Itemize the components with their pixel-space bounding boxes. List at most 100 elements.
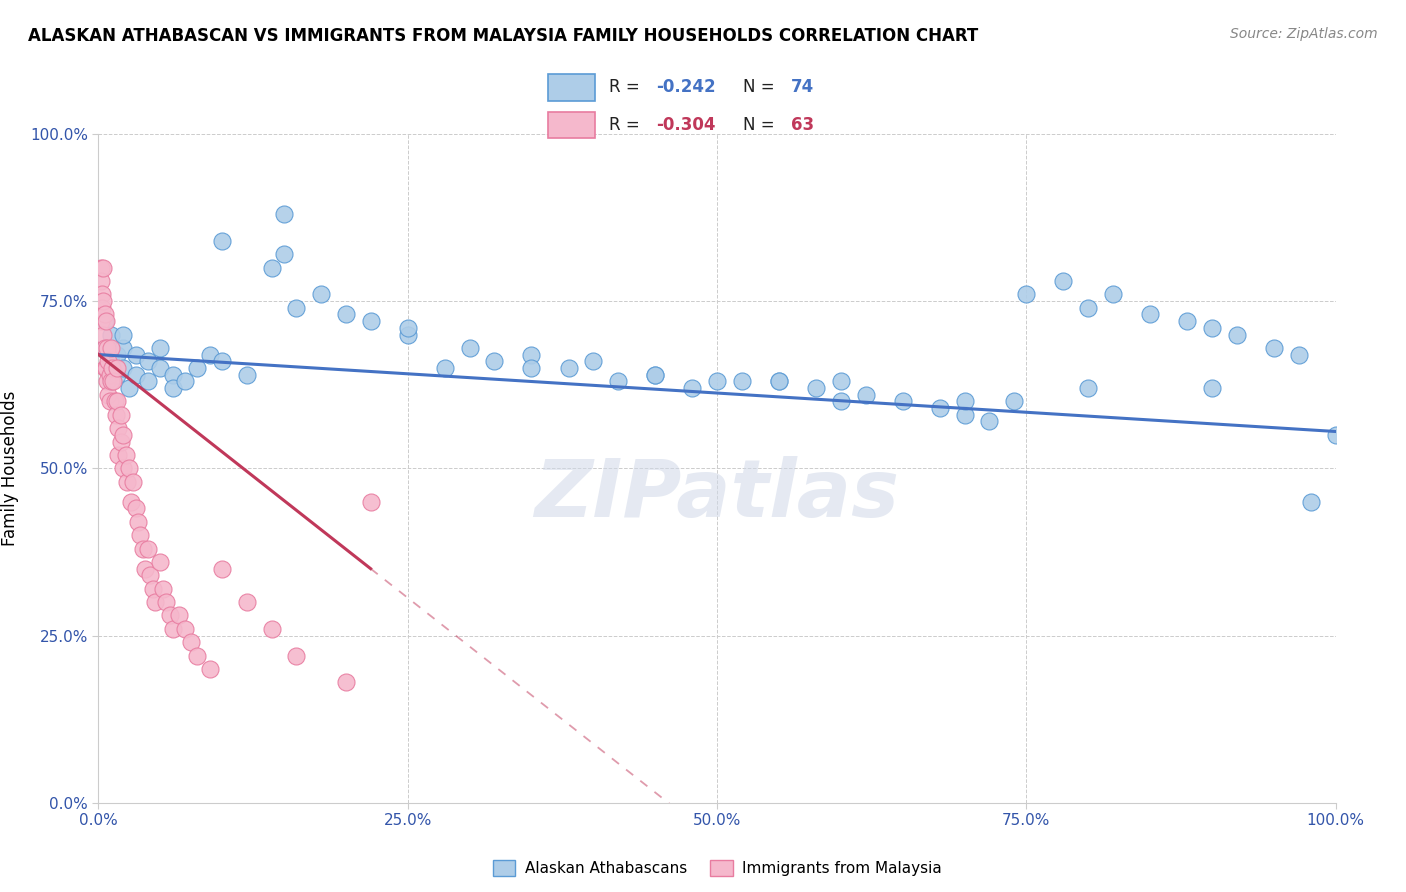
Point bbox=[112, 327, 135, 342]
Point bbox=[149, 361, 172, 376]
Point bbox=[360, 494, 382, 508]
Point bbox=[1139, 307, 1161, 322]
Point bbox=[979, 415, 1001, 429]
Point bbox=[396, 321, 419, 335]
Point bbox=[112, 428, 135, 442]
FancyBboxPatch shape bbox=[548, 74, 595, 101]
Point bbox=[100, 354, 122, 368]
Point bbox=[149, 341, 172, 355]
Point bbox=[644, 368, 666, 382]
Point bbox=[159, 608, 181, 623]
Point bbox=[155, 595, 177, 609]
Point bbox=[122, 475, 145, 489]
Point bbox=[285, 648, 308, 663]
Point bbox=[928, 401, 950, 416]
Point bbox=[118, 381, 141, 395]
Point bbox=[1201, 321, 1223, 335]
Point bbox=[891, 394, 914, 409]
Point bbox=[681, 381, 703, 395]
Point bbox=[103, 394, 125, 409]
Point bbox=[830, 375, 852, 389]
Point bbox=[1102, 287, 1125, 301]
Point bbox=[804, 381, 827, 395]
Point bbox=[143, 595, 166, 609]
Point bbox=[768, 375, 790, 389]
Point bbox=[103, 375, 125, 389]
Point bbox=[285, 301, 308, 315]
Text: -0.242: -0.242 bbox=[655, 78, 716, 96]
Point bbox=[112, 341, 135, 355]
Point bbox=[644, 368, 666, 382]
Y-axis label: Family Households: Family Households bbox=[1, 391, 18, 546]
Point bbox=[731, 375, 754, 389]
Point bbox=[1299, 494, 1322, 508]
Point bbox=[94, 314, 117, 328]
Point bbox=[118, 461, 141, 475]
Point bbox=[174, 375, 197, 389]
Text: 63: 63 bbox=[790, 116, 814, 134]
Point bbox=[139, 568, 162, 582]
Point bbox=[105, 368, 128, 382]
Point bbox=[186, 361, 208, 376]
Point bbox=[134, 562, 156, 576]
Point bbox=[396, 327, 419, 342]
FancyBboxPatch shape bbox=[548, 112, 595, 138]
Point bbox=[96, 375, 118, 389]
Point bbox=[120, 494, 142, 508]
Point bbox=[1002, 394, 1025, 409]
Point bbox=[110, 408, 132, 422]
Point bbox=[142, 582, 165, 596]
Point bbox=[167, 608, 190, 623]
Point bbox=[582, 354, 605, 368]
Point bbox=[93, 327, 115, 342]
Point bbox=[115, 475, 138, 489]
Point bbox=[1077, 301, 1099, 315]
Point bbox=[91, 301, 114, 315]
Point bbox=[236, 595, 259, 609]
Point bbox=[953, 394, 976, 409]
Point bbox=[236, 368, 259, 382]
Point bbox=[93, 294, 115, 309]
Point bbox=[768, 375, 790, 389]
Point bbox=[520, 361, 543, 376]
Point bbox=[94, 361, 117, 376]
Point bbox=[136, 375, 159, 389]
Text: R =: R = bbox=[609, 78, 644, 96]
Point bbox=[1201, 381, 1223, 395]
Text: -0.304: -0.304 bbox=[655, 116, 716, 134]
Point bbox=[127, 515, 149, 529]
Point bbox=[260, 260, 283, 275]
Point bbox=[180, 635, 202, 649]
Point bbox=[1175, 314, 1198, 328]
Point bbox=[132, 541, 155, 556]
Point bbox=[260, 622, 283, 636]
Point bbox=[96, 341, 118, 355]
Point bbox=[520, 348, 543, 362]
Point bbox=[136, 354, 159, 368]
Point bbox=[98, 368, 121, 382]
Point bbox=[112, 361, 135, 376]
Text: R =: R = bbox=[609, 116, 644, 134]
Point bbox=[93, 341, 115, 355]
Point bbox=[162, 622, 184, 636]
Point bbox=[433, 361, 456, 376]
Point bbox=[149, 555, 172, 569]
Point bbox=[90, 260, 112, 275]
Point bbox=[830, 394, 852, 409]
Point bbox=[114, 448, 136, 462]
Legend: Alaskan Athabascans, Immigrants from Malaysia: Alaskan Athabascans, Immigrants from Mal… bbox=[486, 854, 948, 882]
Point bbox=[557, 361, 579, 376]
Point bbox=[104, 408, 127, 422]
Point bbox=[97, 354, 120, 368]
Point bbox=[100, 361, 122, 376]
Point bbox=[124, 501, 146, 516]
Point bbox=[1324, 428, 1347, 442]
Point bbox=[607, 375, 630, 389]
Point bbox=[105, 361, 128, 376]
Point bbox=[273, 247, 295, 261]
Point bbox=[90, 274, 112, 288]
Point bbox=[335, 675, 357, 690]
Point bbox=[129, 528, 152, 542]
Point bbox=[93, 314, 115, 328]
Point bbox=[211, 562, 233, 576]
